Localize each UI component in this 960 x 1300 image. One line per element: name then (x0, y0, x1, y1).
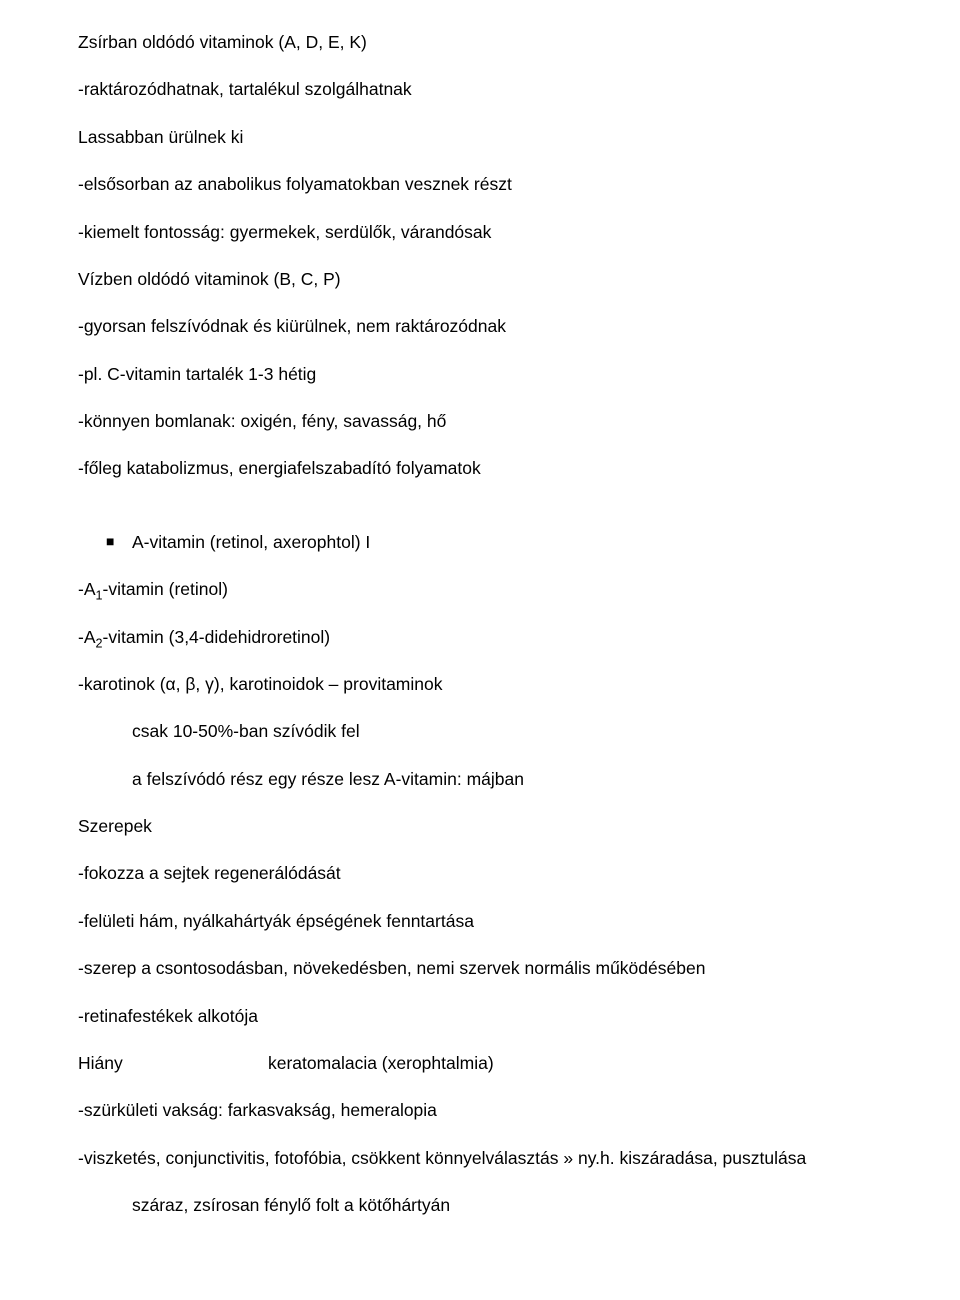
text-line: -szerep a csontosodásban, növekedésben, … (78, 956, 882, 981)
bullet-item: A-vitamin (retinol, axerophtol) I (78, 530, 882, 555)
text-line: Vízben oldódó vitaminok (B, C, P) (78, 267, 882, 292)
text-suffix: -vitamin (retinol) (103, 579, 228, 599)
text-line-indented: száraz, zsírosan fénylő folt a kötőhárty… (78, 1193, 882, 1218)
text-line: -felületi hám, nyálkahártyák épségének f… (78, 909, 882, 934)
text-prefix: -A (78, 627, 96, 647)
text-line: -főleg katabolizmus, energiafelszabadító… (78, 456, 882, 481)
subscript: 2 (96, 636, 103, 650)
text-line: -retinafestékek alkotója (78, 1004, 882, 1029)
text-line: -gyorsan felszívódnak és kiürülnek, nem … (78, 314, 882, 339)
document-page: Zsírban oldódó vitaminok (A, D, E, K) -r… (0, 0, 960, 1270)
key-value-row: Hiánykeratomalacia (xerophtalmia) (78, 1051, 882, 1076)
text-line: -kiemelt fontosság: gyermekek, serdülők,… (78, 220, 882, 245)
kv-key: Hiány (78, 1051, 268, 1076)
text-line: -szürkületi vakság: farkasvakság, hemera… (78, 1098, 882, 1123)
text-line-indented: csak 10-50%-ban szívódik fel (78, 719, 882, 744)
text-line: -viszketés, conjunctivitis, fotofóbia, c… (78, 1146, 882, 1171)
text-line: Zsírban oldódó vitaminok (A, D, E, K) (78, 30, 882, 55)
text-line: -könnyen bomlanak: oxigén, fény, savassá… (78, 409, 882, 434)
subscript: 1 (96, 589, 103, 603)
text-line: -A1-vitamin (retinol) (78, 577, 882, 602)
kv-value: keratomalacia (xerophtalmia) (268, 1053, 494, 1073)
text-line: Lassabban ürülnek ki (78, 125, 882, 150)
text-prefix: -A (78, 579, 96, 599)
text-line: -A2-vitamin (3,4-didehidroretinol) (78, 625, 882, 650)
text-line: -elsősorban az anabolikus folyamatokban … (78, 172, 882, 197)
text-line: -karotinok (α, β, γ), karotinoidok – pro… (78, 672, 882, 697)
text-line: -pl. C-vitamin tartalék 1-3 hétig (78, 362, 882, 387)
text-line: -raktározódhatnak, tartalékul szolgálhat… (78, 77, 882, 102)
text-line: -fokozza a sejtek regenerálódását (78, 861, 882, 886)
text-suffix: -vitamin (3,4-didehidroretinol) (103, 627, 331, 647)
text-line: Szerepek (78, 814, 882, 839)
text-line-indented: a felszívódó rész egy része lesz A-vitam… (78, 767, 882, 792)
